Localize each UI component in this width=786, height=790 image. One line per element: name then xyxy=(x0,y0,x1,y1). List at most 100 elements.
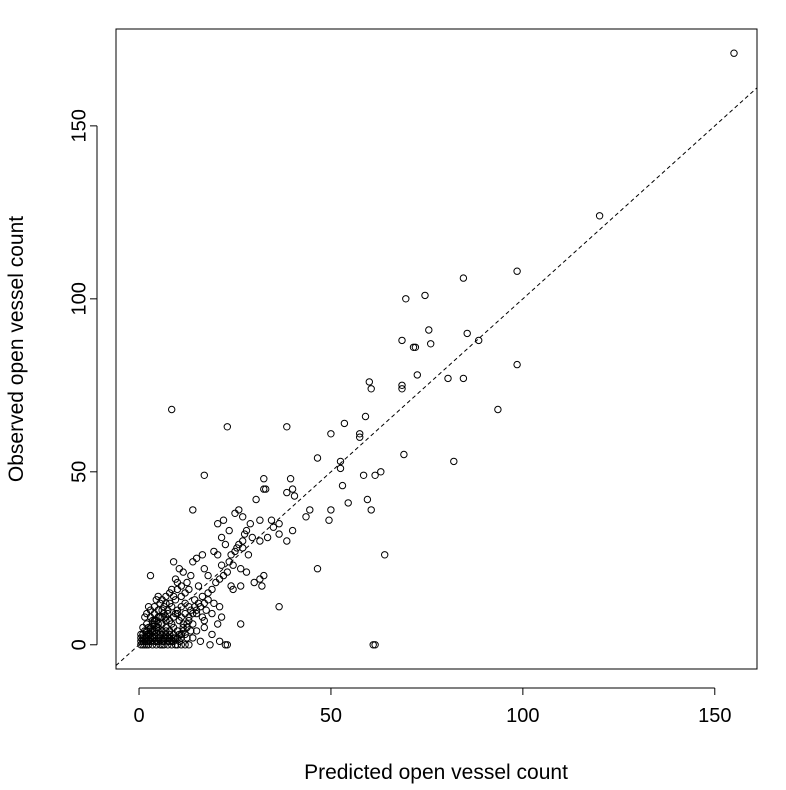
data-point xyxy=(356,430,364,438)
data-point xyxy=(459,374,468,383)
data-point xyxy=(164,609,172,618)
data-point xyxy=(235,506,243,514)
data-point xyxy=(185,603,193,611)
data-point xyxy=(208,585,216,594)
data-point xyxy=(171,609,180,618)
data-point xyxy=(217,561,226,569)
data-point xyxy=(258,582,266,590)
x-tick-label: 100 xyxy=(506,705,539,727)
data-point xyxy=(425,326,433,334)
data-point xyxy=(162,592,170,601)
data-points-layer xyxy=(137,49,738,649)
data-point xyxy=(212,578,220,587)
data-point xyxy=(168,603,176,611)
data-point xyxy=(137,637,145,645)
x-axis: 0 50 100 150 xyxy=(133,687,731,727)
x-tick-label: 50 xyxy=(320,705,342,727)
data-point xyxy=(359,471,368,479)
data-point xyxy=(198,551,207,559)
data-point xyxy=(398,336,406,345)
data-point xyxy=(227,551,235,559)
data-point xyxy=(275,520,283,528)
data-point xyxy=(283,423,291,431)
data-point xyxy=(413,371,421,379)
data-point xyxy=(177,603,186,611)
data-point xyxy=(371,641,379,649)
data-point xyxy=(231,509,239,517)
data-point xyxy=(210,547,218,556)
data-point xyxy=(427,340,435,348)
data-point xyxy=(262,485,270,493)
data-point xyxy=(214,551,222,559)
data-point xyxy=(227,582,235,590)
y-tick-label: 0 xyxy=(68,639,90,650)
data-point xyxy=(192,609,201,618)
data-point xyxy=(177,582,186,590)
data-point xyxy=(371,471,379,479)
data-point xyxy=(231,547,239,556)
y-tick-label: 50 xyxy=(68,461,90,483)
data-point xyxy=(173,634,182,642)
data-point xyxy=(361,412,370,421)
data-point xyxy=(356,433,364,441)
data-point xyxy=(219,571,228,580)
data-point xyxy=(194,582,203,590)
data-point xyxy=(189,506,197,514)
data-point xyxy=(169,558,178,566)
data-point xyxy=(409,343,418,351)
data-point xyxy=(214,620,222,628)
data-point xyxy=(185,641,193,649)
data-point xyxy=(267,516,276,524)
data-point xyxy=(198,592,207,601)
data-point xyxy=(185,585,193,594)
data-point xyxy=(208,609,216,618)
data-point xyxy=(450,457,458,466)
data-point xyxy=(513,267,521,275)
data-point xyxy=(275,603,283,611)
data-point xyxy=(344,499,352,507)
data-point xyxy=(206,641,214,649)
y-axis-title: Observed open vessel count xyxy=(5,216,28,482)
data-point xyxy=(173,609,182,618)
data-point xyxy=(152,641,161,649)
y-axis: 0 50 100 150 xyxy=(68,109,98,650)
data-point xyxy=(283,488,291,497)
data-point xyxy=(730,49,738,57)
data-point xyxy=(185,616,193,625)
data-point xyxy=(256,516,264,524)
data-point xyxy=(200,616,209,625)
data-point xyxy=(223,423,232,431)
data-point xyxy=(367,385,375,393)
data-point xyxy=(327,506,335,514)
data-point xyxy=(246,520,255,528)
data-point xyxy=(275,530,283,538)
data-point xyxy=(269,523,278,531)
data-point xyxy=(263,533,272,542)
data-point xyxy=(192,554,201,562)
data-point xyxy=(288,485,297,493)
data-point xyxy=(183,578,191,587)
data-point xyxy=(146,571,155,580)
data-point xyxy=(338,481,347,490)
data-point xyxy=(313,565,322,573)
data-point xyxy=(595,212,604,220)
data-point xyxy=(290,492,299,500)
data-point xyxy=(154,613,162,621)
data-point xyxy=(239,513,247,521)
y-tick-label: 100 xyxy=(68,282,90,315)
data-point xyxy=(189,558,197,566)
y-tick-label: 150 xyxy=(68,109,90,142)
data-point xyxy=(173,578,182,587)
data-point xyxy=(162,623,170,632)
data-point xyxy=(141,637,149,645)
data-point xyxy=(463,329,471,338)
data-point xyxy=(313,454,322,462)
data-point xyxy=(181,609,189,618)
data-point xyxy=(286,475,295,483)
data-point xyxy=(239,537,247,545)
data-point xyxy=(141,613,149,621)
data-point xyxy=(192,627,201,635)
data-point xyxy=(260,571,268,580)
data-point xyxy=(398,385,406,393)
data-point xyxy=(365,378,373,386)
